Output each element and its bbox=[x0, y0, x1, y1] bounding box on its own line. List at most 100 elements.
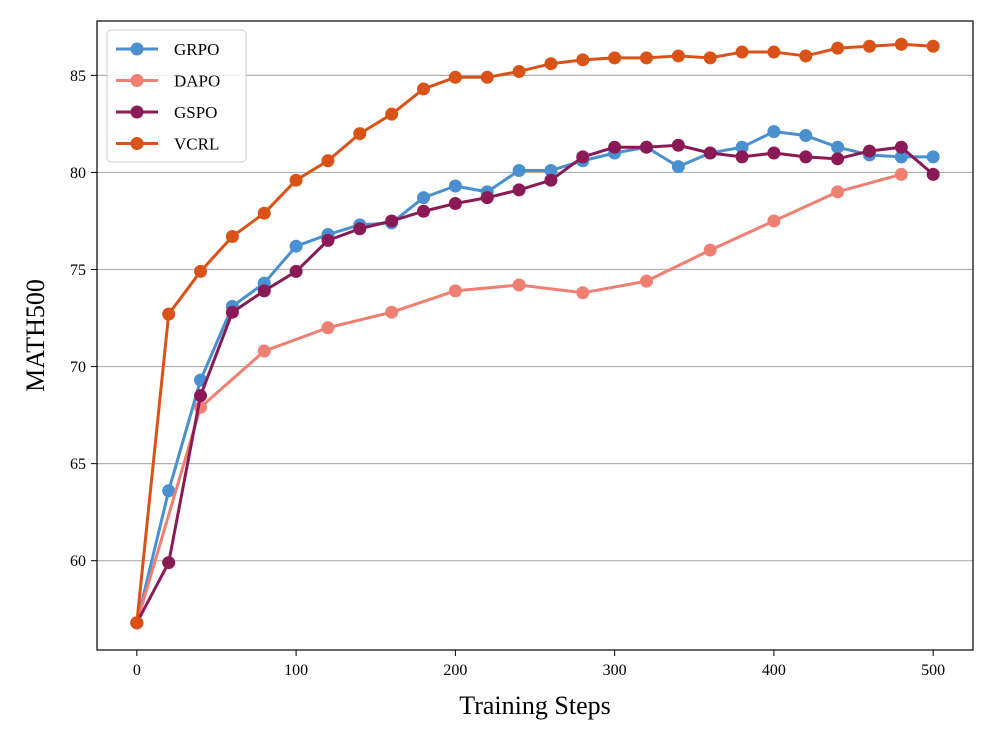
series-gspo bbox=[130, 138, 940, 630]
data-point-grpo bbox=[417, 191, 431, 205]
data-point-gspo bbox=[512, 183, 526, 197]
data-point-gspo bbox=[831, 152, 845, 166]
x-axis-title: Training Steps bbox=[459, 691, 610, 720]
data-point-vcrl bbox=[862, 39, 876, 53]
y-tick-label: 65 bbox=[70, 456, 86, 473]
data-point-gspo bbox=[257, 284, 271, 298]
data-point-vcrl bbox=[608, 51, 622, 65]
data-point-vcrl bbox=[321, 154, 335, 168]
legend: GRPO DAPO GSPO VCRL bbox=[106, 29, 247, 163]
data-point-vcrl bbox=[831, 41, 845, 55]
legend-box bbox=[106, 29, 247, 163]
y-tick-label: 80 bbox=[70, 165, 86, 182]
legend-item-vcrl: VCRL bbox=[116, 135, 219, 154]
data-point-gspo bbox=[448, 196, 462, 210]
data-point-dapo bbox=[257, 344, 271, 358]
x-tick-label: 500 bbox=[921, 662, 945, 679]
data-point-vcrl bbox=[894, 37, 908, 51]
data-point-vcrl bbox=[576, 53, 590, 67]
data-point-gspo bbox=[894, 140, 908, 154]
data-point-grpo bbox=[735, 140, 749, 154]
data-point-vcrl bbox=[130, 616, 144, 630]
x-tick-label: 300 bbox=[603, 662, 627, 679]
data-point-dapo bbox=[831, 185, 845, 199]
y-axis-title: MATH500 bbox=[21, 279, 50, 392]
data-point-vcrl bbox=[225, 229, 239, 243]
plot-frame bbox=[96, 20, 974, 651]
series-dapo bbox=[130, 167, 908, 630]
data-point-dapo bbox=[448, 284, 462, 298]
data-point-gspo bbox=[353, 222, 367, 236]
data-point-gspo bbox=[321, 233, 335, 247]
legend-marker-grpo bbox=[130, 42, 144, 56]
data-point-gspo bbox=[608, 140, 622, 154]
data-point-vcrl bbox=[799, 49, 813, 63]
gridlines bbox=[97, 74, 973, 562]
series-group bbox=[130, 37, 940, 630]
data-point-vcrl bbox=[194, 264, 208, 278]
legend-label-dapo: DAPO bbox=[174, 72, 220, 91]
data-point-gspo bbox=[162, 556, 176, 570]
data-point-vcrl bbox=[512, 64, 526, 78]
data-point-grpo bbox=[512, 163, 526, 177]
data-point-gspo bbox=[767, 146, 781, 160]
data-point-vcrl bbox=[385, 107, 399, 121]
data-point-grpo bbox=[894, 150, 908, 164]
data-point-gspo bbox=[576, 150, 590, 164]
data-point-dapo bbox=[576, 286, 590, 300]
data-point-vcrl bbox=[735, 45, 749, 59]
data-point-dapo bbox=[894, 167, 908, 181]
data-point-gspo bbox=[289, 264, 303, 278]
data-point-vcrl bbox=[544, 57, 558, 71]
data-point-grpo bbox=[671, 160, 685, 174]
data-point-vcrl bbox=[671, 49, 685, 63]
y-tick-label: 75 bbox=[70, 262, 86, 279]
data-point-dapo bbox=[385, 305, 399, 319]
data-point-grpo bbox=[544, 163, 558, 177]
legend-item-gspo: GSPO bbox=[116, 103, 217, 122]
y-tick-label: 60 bbox=[70, 553, 86, 570]
data-point-vcrl bbox=[639, 51, 653, 65]
data-point-grpo bbox=[162, 484, 176, 498]
data-point-vcrl bbox=[257, 206, 271, 220]
legend-marker-vcrl bbox=[130, 137, 144, 150]
legend-item-dapo: DAPO bbox=[116, 72, 220, 91]
legend-label-gspo: GSPO bbox=[174, 103, 217, 122]
data-point-dapo bbox=[767, 214, 781, 228]
x-tick-label: 0 bbox=[133, 662, 141, 679]
x-tick-label: 200 bbox=[443, 662, 467, 679]
legend-label-grpo: GRPO bbox=[174, 40, 219, 59]
legend-marker-dapo bbox=[130, 74, 144, 87]
axis-ticks: 60 65 70 75 80 85 0 100 200 300 400 500 bbox=[70, 68, 945, 679]
data-point-vcrl bbox=[417, 82, 431, 96]
data-point-vcrl bbox=[162, 307, 176, 321]
x-tick-label: 400 bbox=[762, 662, 786, 679]
data-point-vcrl bbox=[353, 127, 367, 141]
data-point-vcrl bbox=[448, 70, 462, 84]
data-point-gspo bbox=[799, 150, 813, 164]
data-point-grpo bbox=[799, 129, 813, 143]
data-point-gspo bbox=[417, 204, 431, 218]
data-point-gspo bbox=[544, 173, 558, 187]
data-point-gspo bbox=[385, 214, 399, 228]
data-point-gspo bbox=[671, 138, 685, 152]
data-point-dapo bbox=[703, 243, 717, 257]
data-point-grpo bbox=[448, 179, 462, 193]
y-tick-label: 85 bbox=[70, 68, 86, 85]
data-point-gspo bbox=[862, 144, 876, 158]
data-point-vcrl bbox=[767, 45, 781, 59]
legend-label-vcrl: VCRL bbox=[174, 135, 219, 154]
data-point-grpo bbox=[289, 239, 303, 253]
data-point-gspo bbox=[926, 167, 940, 181]
data-point-grpo bbox=[831, 140, 845, 154]
x-tick-label: 100 bbox=[284, 662, 308, 679]
data-point-gspo bbox=[480, 191, 494, 205]
data-point-grpo bbox=[926, 150, 940, 164]
data-point-gspo bbox=[225, 305, 239, 319]
data-point-vcrl bbox=[289, 173, 303, 187]
data-point-gspo bbox=[194, 389, 208, 403]
data-point-gspo bbox=[639, 140, 653, 154]
legend-marker-gspo bbox=[130, 105, 144, 119]
data-point-dapo bbox=[639, 274, 653, 288]
